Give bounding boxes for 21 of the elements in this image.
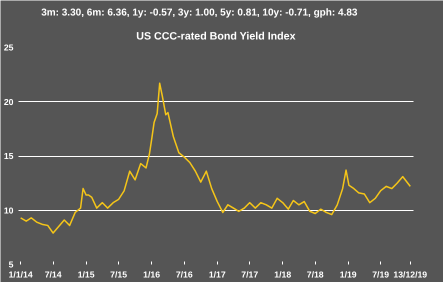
x-tick-label: 1/17 xyxy=(208,270,226,280)
y-tick-label: 10 xyxy=(4,205,14,216)
x-tick-label: 1/15 xyxy=(78,270,95,280)
line-series xyxy=(20,82,412,234)
chart-title: US CCC-rated Bond Yield Index xyxy=(136,30,296,42)
y-tick-label: 25 xyxy=(4,42,14,52)
x-tick-label: 13/12/19 xyxy=(393,270,428,280)
x-tick-label: 1/19 xyxy=(340,270,357,280)
x-tick-label: 7/19 xyxy=(372,270,390,280)
x-tick-label: 1/1/14 xyxy=(8,270,33,280)
x-tick-label: 7/16 xyxy=(176,270,193,280)
y-tick-label: 5 xyxy=(8,260,14,270)
x-tick-label: 7/17 xyxy=(241,270,258,280)
x-tick-label: 7/14 xyxy=(44,270,62,280)
y-tick-label: 15 xyxy=(4,151,14,161)
y-tick-label: 20 xyxy=(4,96,14,107)
chart-subtitle: 3m: 3.30, 6m: 6.36, 1y: -0.57, 3y: 1.00, 5y: 0.81, 10y: -0.71, gph: 4.83 xyxy=(41,8,358,18)
x-tick-label: 1/16 xyxy=(143,270,160,280)
x-tick-label: 1/18 xyxy=(274,270,292,280)
x-tick-label: 7/15 xyxy=(110,270,128,280)
x-tick-label: 7/18 xyxy=(306,270,324,280)
